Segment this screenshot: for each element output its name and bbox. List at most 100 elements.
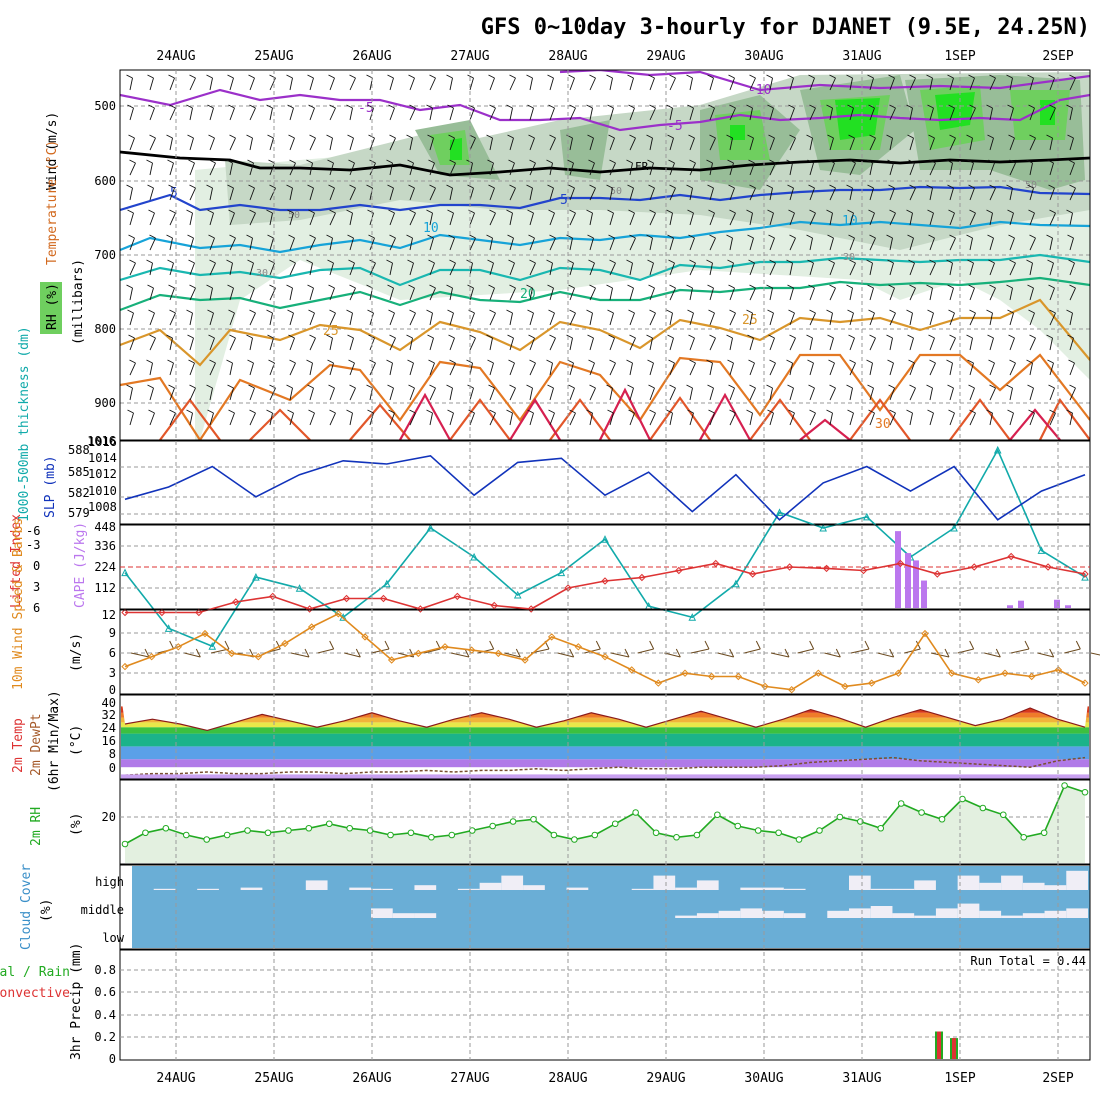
upper-wind-barb — [1049, 212, 1056, 226]
upper-wind-barb-flag — [807, 159, 814, 164]
upper-wind-barb — [689, 212, 694, 226]
contour-label: -5 — [358, 101, 374, 116]
upper-wind-barb — [309, 137, 316, 151]
upper-wind-barb-flag — [328, 384, 335, 389]
upper-wind-barb — [189, 312, 193, 326]
upper-wind-barb — [449, 387, 453, 401]
upper-wind-barb — [429, 162, 435, 176]
upper-wind-barb-flag — [929, 359, 936, 364]
upper-wind-barb — [789, 137, 796, 151]
upper-wind-barb-flag — [406, 334, 413, 339]
upper-wind-barb-flag — [866, 259, 873, 264]
wind10m-barb — [850, 648, 870, 654]
upper-wind-barb — [969, 212, 976, 226]
upper-wind-barb-flag — [827, 234, 834, 239]
upper-wind-barb-flag — [367, 409, 374, 414]
upper-wind-barb-flag — [988, 159, 995, 164]
upper-wind-barb — [1049, 137, 1053, 151]
upper-wind-barb-flag — [547, 284, 554, 289]
upper-wind-barb-flag — [548, 104, 555, 109]
upper-wind-barb-flag — [328, 284, 335, 289]
date-label-bottom: 1SEP — [944, 1071, 975, 1086]
upper-wind-barb-flag — [1007, 104, 1014, 109]
upper-wind-barb — [809, 262, 814, 276]
wind10m-barb — [1010, 648, 1030, 654]
upper-wind-barb — [289, 77, 293, 91]
upper-wind-barb-flag — [1028, 209, 1035, 214]
upper-wind-barb-flag — [1046, 234, 1053, 239]
upper-wind-barb-flag — [287, 409, 294, 414]
upper-wind-barb-flag — [608, 134, 615, 139]
upper-wind-barb-flag — [886, 334, 893, 339]
upper-wind-barb-flag — [608, 234, 615, 239]
upper-wind-barb — [489, 287, 495, 301]
wind10m-speed-point — [707, 672, 716, 681]
upper-wind-barb — [329, 387, 335, 401]
upper-wind-barb — [249, 312, 256, 326]
upper-wind-barb-flag — [587, 334, 594, 339]
upper-wind-barb — [189, 287, 196, 301]
upper-wind-barb — [529, 162, 536, 176]
contour-label: 30 — [843, 252, 855, 263]
upper-wind-barb — [889, 337, 893, 351]
upper-wind-barb — [489, 337, 493, 351]
upper-wind-barb-flag — [847, 104, 854, 109]
temp2m-label: 2m Temp — [11, 718, 26, 773]
upper-wind-barb — [689, 337, 695, 351]
upper-wind-barb — [189, 237, 194, 251]
upper-wind-barb-flag — [247, 159, 254, 164]
upper-wind-barb-flag — [169, 104, 176, 109]
upper-wind-barb — [909, 362, 915, 376]
upper-wind-barb — [509, 187, 516, 201]
isotherm-25 — [120, 298, 1090, 367]
upper-wind-barb-flag — [1009, 159, 1016, 164]
upper-wind-barb — [929, 162, 936, 176]
upper-wind-barb — [249, 187, 255, 201]
upper-wind-barb-flag — [728, 74, 735, 79]
upper-wind-barb-flag — [949, 234, 956, 239]
upper-wind-barb-flag — [1027, 284, 1034, 289]
thickness-tick: 585 — [68, 465, 90, 479]
cape-bar — [905, 553, 911, 608]
upper-wind-barb-flag — [1048, 284, 1055, 289]
upper-wind-barb-flag — [629, 234, 636, 239]
upper-wind-barb — [229, 107, 235, 121]
upper-wind-barb-flag — [689, 159, 696, 164]
upper-wind-barb — [629, 77, 634, 91]
upper-wind-barb-flag — [429, 184, 436, 189]
upper-wind-barb — [709, 337, 716, 351]
upper-wind-barb — [409, 237, 413, 251]
upper-wind-barb — [749, 212, 753, 226]
upper-wind-barb-flag — [546, 359, 553, 364]
upper-wind-barb — [149, 312, 155, 326]
upper-wind-barb-flag — [987, 334, 994, 339]
upper-wind-barb — [929, 312, 934, 326]
upper-wind-barb — [169, 77, 175, 91]
upper-wind-barb — [549, 162, 553, 176]
upper-wind-barb — [1049, 387, 1055, 401]
thickness-tick: 588 — [68, 443, 90, 457]
upper-wind-barb-flag — [348, 159, 355, 164]
upper-wind-barb — [249, 212, 256, 226]
date-label-bottom: 24AUG — [156, 1071, 195, 1086]
upper-wind-barb-flag — [428, 259, 435, 264]
rh2m-point — [795, 836, 803, 843]
upper-wind-barb — [689, 387, 693, 401]
wind10m-speed-point — [841, 682, 849, 691]
upper-wind-barb-flag — [446, 74, 453, 79]
upper-wind-barb — [909, 107, 913, 121]
upper-wind-barb — [229, 237, 236, 251]
upper-wind-barb — [589, 107, 593, 121]
upper-wind-barb — [289, 387, 293, 401]
upper-wind-barb-flag — [749, 284, 756, 289]
upper-wind-barb-flag — [246, 234, 253, 239]
upper-wind-barb — [1009, 77, 1013, 91]
upper-wind-barb — [1029, 387, 1034, 401]
upper-wind-barb — [909, 412, 913, 426]
cloud-high-cell — [849, 875, 871, 890]
upper-wind-barb-flag — [346, 104, 353, 109]
upper-wind-barb — [449, 287, 453, 301]
upper-wind-barb-flag — [829, 184, 836, 189]
upper-wind-barb-flag — [408, 74, 415, 79]
temp-tick: 8 — [109, 747, 116, 761]
